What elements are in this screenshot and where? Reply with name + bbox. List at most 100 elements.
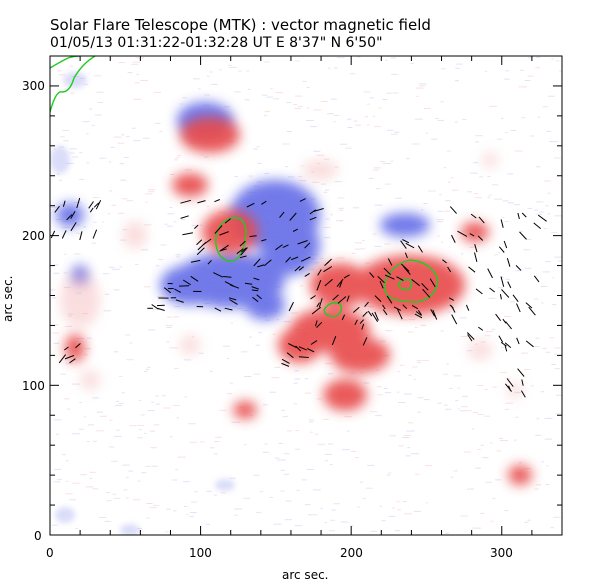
noise-speckle [321,183,326,185]
noise-speckle [113,289,120,291]
noise-speckle [83,354,88,356]
field-vector [93,202,100,208]
noise-speckle [438,210,444,212]
noise-speckle [369,411,378,413]
field-vector [300,256,311,262]
field-vector [521,379,524,386]
noise-speckle [114,435,122,437]
noise-speckle [519,69,524,71]
noise-speckle [71,383,80,385]
noise-speckle [372,115,376,117]
field-vector [66,214,73,221]
noise-speckle [234,514,239,516]
noise-speckle [325,453,333,455]
noise-speckle [480,512,485,514]
noise-speckle [269,391,277,393]
noise-speckle [475,141,480,143]
noise-speckle [264,443,269,445]
noise-speckle [387,129,394,131]
noise-speckle [425,465,433,467]
noise-speckle [294,370,300,372]
noise-speckle [190,512,197,513]
noise-speckle [404,513,412,515]
noise-speckle [507,202,514,204]
noise-speckle [174,306,180,307]
field-vector [263,259,272,267]
noise-speckle [96,91,104,93]
noise-speckle [446,150,451,152]
noise-speckle [86,162,90,164]
field-vector [465,304,470,311]
noise-speckle [354,248,359,250]
noise-speckle [176,305,181,307]
noise-speckle [155,395,159,397]
noise-speckle [403,393,412,395]
noise-speckle [536,418,540,420]
noise-speckle [504,408,510,410]
noise-speckle [477,385,484,386]
noise-speckle [301,165,304,167]
noise-speckle [367,103,370,105]
noise-speckle [327,373,334,375]
field-vector [299,198,306,202]
noise-speckle [499,438,503,439]
noise-speckle [286,131,292,132]
noise-speckle [324,522,327,524]
noise-speckle [350,451,357,452]
noise-speckle [233,421,240,423]
noise-speckle [527,75,534,77]
noise-speckle [219,69,222,71]
noise-speckle [492,386,497,388]
noise-speckle [462,119,467,121]
noise-speckle [383,388,388,389]
noise-speckle [293,104,298,105]
field-vector [533,275,540,283]
noise-speckle [53,481,61,483]
noise-speckle [484,388,488,390]
noise-speckle [406,158,410,160]
noise-speckle [307,268,315,270]
noise-speckle [136,73,139,75]
x-tick-labels: 0 100 200 300 [46,546,513,560]
noise-speckle [524,267,532,269]
noise-speckle [437,119,444,121]
noise-speckle [323,158,330,160]
field-vector [224,281,234,287]
noise-speckle [456,63,463,65]
noise-speckle [392,57,396,59]
noise-speckle [453,375,461,377]
field-vector [286,352,294,359]
y-tick-label: 200 [22,229,45,243]
noise-speckle [547,213,551,215]
noise-speckle [83,83,88,85]
noise-speckle [392,92,399,94]
noise-speckle [109,419,113,421]
noise-speckle [131,63,139,65]
noise-speckle [342,449,350,451]
noise-speckle [53,419,62,421]
noise-speckle [552,277,555,279]
noise-speckle [277,459,285,461]
field-vector [383,267,391,276]
noise-speckle [446,363,449,365]
field-vector [246,202,255,208]
noise-speckle [500,276,504,278]
noise-speckle [151,401,155,403]
noise-speckle [261,94,268,96]
noise-speckle [422,359,429,361]
noise-speckle [454,121,458,123]
noise-speckle [549,337,554,339]
noise-speckle [553,516,561,518]
noise-speckle [527,207,533,209]
field-vector [281,362,290,367]
field-vector [499,294,502,300]
x-tick-label: 200 [340,546,363,560]
field-vector [478,216,485,224]
field-vector [249,235,257,238]
noise-speckle [347,127,353,128]
noise-speckle [382,99,388,100]
field-vector [505,321,512,330]
noise-speckle [194,491,198,493]
noise-speckle [283,473,290,475]
noise-speckle [209,447,215,449]
